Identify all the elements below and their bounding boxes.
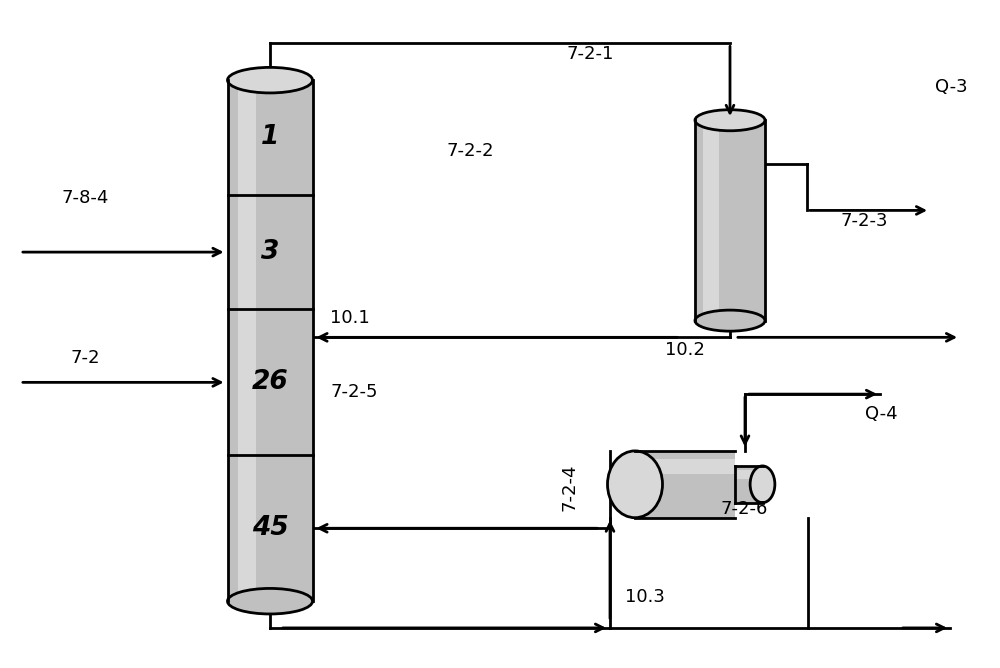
Text: 10.3: 10.3 (625, 588, 665, 606)
Bar (635, 451, 735, 518)
Text: 10.2: 10.2 (665, 341, 705, 359)
Text: 7-2: 7-2 (70, 349, 100, 367)
Text: 10.1: 10.1 (330, 309, 370, 327)
Text: 7-8-4: 7-8-4 (61, 189, 109, 207)
Text: 7-2-5: 7-2-5 (330, 383, 378, 401)
Bar (703, 120, 719, 321)
Ellipse shape (228, 589, 312, 614)
Text: 7-2-3: 7-2-3 (840, 212, 888, 230)
Ellipse shape (608, 451, 662, 518)
Text: 7-2-2: 7-2-2 (446, 142, 494, 160)
Ellipse shape (750, 466, 775, 502)
Text: 26: 26 (252, 369, 288, 395)
Text: 7-2-6: 7-2-6 (720, 500, 767, 518)
Bar (635, 460, 735, 474)
Ellipse shape (695, 110, 765, 131)
Text: 45: 45 (252, 515, 288, 541)
Text: Q-3: Q-3 (935, 78, 968, 96)
Text: 7-2-1: 7-2-1 (566, 45, 614, 63)
Text: 3: 3 (261, 239, 279, 265)
Ellipse shape (228, 67, 312, 93)
FancyBboxPatch shape (228, 80, 312, 601)
Text: 7-2-4: 7-2-4 (561, 464, 579, 512)
Text: Q-4: Q-4 (865, 405, 898, 423)
Text: 1: 1 (261, 124, 279, 150)
Bar (735, 470, 763, 479)
Ellipse shape (695, 310, 765, 331)
Bar (238, 80, 256, 601)
FancyBboxPatch shape (695, 120, 765, 321)
Bar (735, 466, 763, 502)
